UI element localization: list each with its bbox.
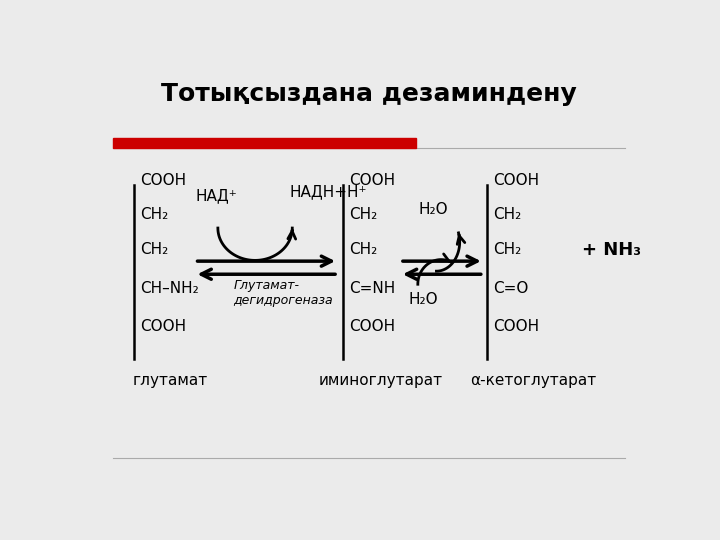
Text: СН₂: СН₂ bbox=[140, 207, 168, 222]
Text: СН₂: СН₂ bbox=[350, 242, 378, 257]
Text: СООН: СООН bbox=[493, 173, 539, 188]
Text: НАДН+Н⁺: НАДН+Н⁺ bbox=[290, 184, 367, 199]
Bar bbox=[113, 138, 415, 148]
Text: Глутамат-
дегидрогеназа: Глутамат- дегидрогеназа bbox=[233, 279, 333, 307]
Text: НАД⁺: НАД⁺ bbox=[195, 188, 237, 203]
Text: СООН: СООН bbox=[140, 319, 186, 334]
Text: СН₂: СН₂ bbox=[493, 207, 521, 222]
Text: СН₂: СН₂ bbox=[140, 242, 168, 257]
Text: H₂O: H₂O bbox=[408, 292, 438, 307]
Text: С=O: С=O bbox=[493, 281, 528, 295]
Text: СН₂: СН₂ bbox=[350, 207, 378, 222]
Text: С=NH: С=NH bbox=[350, 281, 396, 295]
Text: иминоглутарат: иминоглутарат bbox=[319, 373, 443, 388]
Text: СН–NH₂: СН–NH₂ bbox=[140, 281, 199, 295]
Text: + NH₃: + NH₃ bbox=[582, 241, 641, 259]
Text: α-кетоглутарат: α-кетоглутарат bbox=[469, 373, 596, 388]
Text: глутамат: глутамат bbox=[132, 373, 208, 388]
Text: СООН: СООН bbox=[493, 319, 539, 334]
Text: СООН: СООН bbox=[350, 173, 396, 188]
Text: СООН: СООН bbox=[140, 173, 186, 188]
Text: Тотықсыздана дезаминдену: Тотықсыздана дезаминдену bbox=[161, 82, 577, 106]
Text: H₂O: H₂O bbox=[418, 202, 448, 217]
Text: СООН: СООН bbox=[350, 319, 396, 334]
Text: СН₂: СН₂ bbox=[493, 242, 521, 257]
